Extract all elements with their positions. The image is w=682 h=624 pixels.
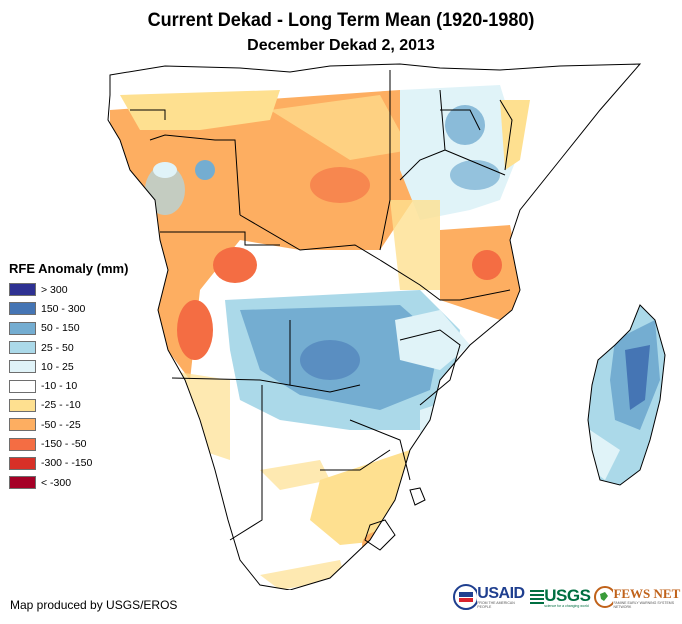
legend-item: > 300: [9, 280, 128, 299]
mainland-anomaly-layer: [108, 64, 640, 590]
legend-item: 25 - 50: [9, 338, 128, 357]
country-borders: [107, 63, 666, 590]
legend-label: -300 - -150: [41, 457, 93, 470]
legend-item: -150 - -50: [9, 434, 128, 453]
anomaly-map: [107, 63, 666, 590]
legend-item: 50 - 150: [9, 319, 128, 338]
legend-label: -150 - -50: [41, 438, 87, 451]
legend-label: -25 - -10: [41, 399, 81, 412]
legend-swatch: [9, 302, 36, 316]
madagascar-anomaly-layer: [588, 305, 665, 485]
usgs-logo: USGS science for a changing world: [530, 586, 591, 608]
legend-swatch: [9, 341, 36, 355]
credit-text: Map produced by USGS/EROS: [10, 598, 178, 612]
map-subtitle: December Dekad 2, 2013: [247, 37, 435, 54]
legend-swatch: [9, 283, 36, 297]
legend-swatch: [9, 321, 36, 335]
legend-swatch: [9, 437, 36, 451]
legend-swatch: [9, 456, 36, 470]
usaid-logo: USAID FROM THE AMERICAN PEOPLE: [453, 584, 526, 610]
legend-swatch: [9, 418, 36, 432]
legend-item: < -300: [9, 473, 128, 492]
fewsnet-tagline: FAMINE EARLY WARNING SYSTEMS NETWORK: [613, 601, 675, 609]
legend: RFE Anomaly (mm) > 300 150 - 300 50 - 150 2…: [9, 261, 128, 492]
usgs-wave-icon: [530, 590, 545, 604]
legend-item: 150 - 300: [9, 299, 128, 318]
legend-swatch: [9, 360, 36, 374]
usgs-tagline: science for a changing world: [544, 604, 589, 608]
logo-bar: USAID FROM THE AMERICAN PEOPLE USGS scienc…: [453, 584, 682, 610]
legend-label: -10 - 10: [41, 380, 78, 393]
legend-item: -300 - -150: [9, 454, 128, 473]
legend-label: 10 - 25: [41, 360, 74, 373]
legend-swatch: [9, 398, 36, 412]
legend-swatch: [9, 379, 36, 393]
legend-item: -25 - -10: [9, 396, 128, 415]
legend-title: RFE Anomaly (mm): [9, 261, 129, 276]
legend-label: 150 - 300: [41, 302, 86, 315]
globe-icon: [594, 586, 614, 608]
usaid-wordmark: USAID: [477, 585, 525, 602]
usaid-seal-icon: [453, 584, 478, 610]
legend-label: 50 - 150: [41, 322, 80, 335]
map-title: Current Dekad - Long Term Mean (1920-198…: [147, 10, 535, 31]
legend-item: -50 - -25: [9, 415, 128, 434]
legend-item: -10 - 10: [9, 376, 128, 395]
usgs-wordmark: USGS: [544, 586, 591, 605]
legend-label: 25 - 50: [41, 341, 74, 354]
legend-label: -50 - -25: [41, 418, 81, 431]
fewsnet-wordmark: FEWS NET: [613, 586, 681, 601]
fewsnet-logo: FEWS NET FAMINE EARLY WARNING SYSTEMS NET…: [594, 585, 682, 609]
usaid-tagline: FROM THE AMERICAN PEOPLE: [477, 601, 515, 609]
legend-label: > 300: [41, 283, 68, 296]
legend-item: 10 - 25: [9, 357, 128, 376]
legend-swatch: [9, 476, 36, 490]
legend-label: < -300: [41, 476, 72, 489]
